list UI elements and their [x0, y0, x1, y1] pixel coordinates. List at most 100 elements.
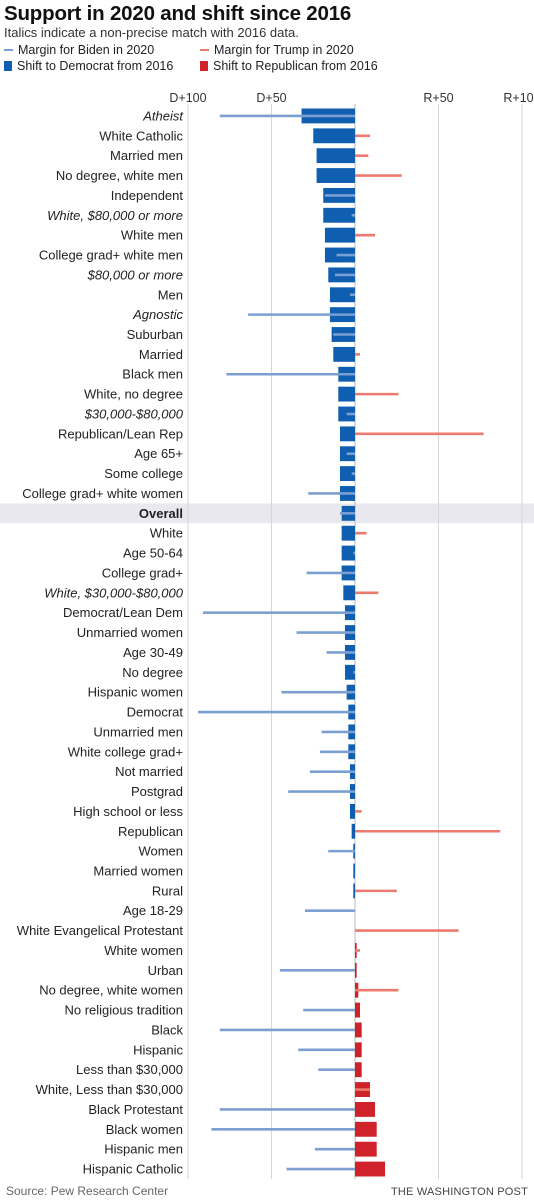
- legend-shift-rep: Shift to Republican from 2016: [200, 59, 378, 73]
- category-label: Hispanic men: [104, 1142, 183, 1157]
- shift-bar: [338, 386, 355, 402]
- category-label: Black women: [106, 1122, 183, 1137]
- category-label: Urban: [148, 963, 183, 978]
- category-label: Black: [151, 1022, 183, 1037]
- shift-bar: [339, 426, 355, 442]
- shift-bar: [355, 1022, 362, 1038]
- category-label: No religious tradition: [64, 1003, 183, 1018]
- shift-bar: [324, 227, 355, 243]
- category-label: Age 18-29: [123, 903, 183, 918]
- category-label: College grad+ white men: [39, 248, 183, 263]
- legend-trump-margin: Margin for Trump in 2020: [200, 43, 354, 57]
- tick-label: R+50: [423, 91, 453, 105]
- category-label: Hispanic women: [88, 685, 183, 700]
- category-label: Overall: [139, 506, 183, 521]
- category-label: $80,000 or more: [87, 267, 183, 282]
- category-label: White, Less than $30,000: [36, 1082, 183, 1097]
- category-label: White college grad+: [68, 744, 183, 759]
- shift-bar: [355, 1042, 362, 1058]
- shift-bar: [355, 1161, 386, 1177]
- category-label: No degree: [122, 665, 183, 680]
- shift-bar: [355, 1002, 361, 1018]
- shift-bar: [341, 545, 355, 561]
- category-label: Age 65+: [134, 446, 183, 461]
- shift-bar: [355, 1062, 362, 1078]
- category-label: Suburban: [127, 327, 183, 342]
- legend-trump-margin-label: Margin for Trump in 2020: [214, 43, 354, 57]
- shift-bar: [329, 287, 355, 303]
- category-label: Independent: [111, 188, 184, 203]
- shift-bar: [339, 466, 355, 482]
- category-label: White: [150, 526, 183, 541]
- shift-bar: [323, 207, 355, 223]
- chart-title: Support in 2020 and shift since 2016: [4, 2, 352, 25]
- category-label: Unmarried women: [77, 625, 183, 640]
- category-label: White men: [121, 228, 183, 243]
- legend-biden-margin: Margin for Biden in 2020: [4, 43, 154, 57]
- category-label: College grad+: [102, 565, 183, 580]
- source-note: Source: Pew Research Center: [6, 1184, 169, 1198]
- category-label: White women: [104, 943, 183, 958]
- category-label: Age 30-49: [123, 645, 183, 660]
- category-label: Agnostic: [132, 307, 183, 322]
- category-label: Black men: [122, 367, 183, 382]
- category-label: $30,000-$80,000: [84, 406, 184, 421]
- category-label: Women: [138, 844, 183, 859]
- category-label: Age 50-64: [123, 546, 183, 561]
- legend-shift-rep-label: Shift to Republican from 2016: [213, 59, 378, 73]
- category-label: Men: [158, 287, 183, 302]
- highlight-band: [0, 503, 534, 524]
- shift-bar: [355, 1121, 377, 1137]
- shift-bar: [316, 168, 355, 183]
- legend-biden-line-swatch: [4, 49, 13, 51]
- legend-shift-dem-label: Shift to Democrat from 2016: [17, 59, 174, 73]
- shift-bar: [351, 823, 355, 839]
- shift-bar: [355, 962, 357, 978]
- publisher-credit: THE WASHINGTON POST: [390, 1186, 528, 1198]
- shift-bar: [353, 863, 355, 879]
- category-label: Rural: [152, 883, 183, 898]
- category-label: No degree, white women: [39, 983, 183, 998]
- category-label: White, $30,000-$80,000: [44, 585, 184, 600]
- category-label: Hispanic Catholic: [83, 1162, 184, 1177]
- category-label: No degree, white men: [56, 168, 183, 183]
- category-label: White Catholic: [99, 128, 183, 143]
- shift-bar: [316, 148, 355, 164]
- tick-label: R+100: [503, 91, 534, 105]
- category-label: College grad+ white women: [22, 486, 183, 501]
- category-label: Atheist: [142, 108, 184, 123]
- category-label: Postgrad: [131, 784, 183, 799]
- category-label: White, $80,000 or more: [47, 208, 183, 223]
- category-label: Married: [139, 347, 183, 362]
- category-label: Married men: [110, 148, 183, 163]
- category-label: Democrat: [127, 705, 184, 720]
- category-label: Married women: [93, 863, 183, 878]
- category-label: Hispanic: [133, 1042, 183, 1057]
- category-label: High school or less: [73, 804, 183, 819]
- category-label: White, no degree: [84, 387, 183, 402]
- legend-shift-rep-swatch: [200, 61, 208, 71]
- tick-label: D+100: [169, 91, 206, 105]
- shift-bar: [313, 128, 355, 144]
- category-label: Unmarried men: [93, 724, 183, 739]
- category-label: Less than $30,000: [76, 1062, 183, 1077]
- shift-bar: [355, 1141, 377, 1157]
- category-label: Republican: [118, 824, 183, 839]
- shift-bar: [355, 1102, 376, 1117]
- category-label: Republican/Lean Rep: [58, 426, 183, 441]
- tick-label: D+50: [256, 91, 286, 105]
- shift-bar: [353, 883, 355, 899]
- category-label: Some college: [104, 466, 183, 481]
- shift-bar: [344, 664, 355, 680]
- shift-bar: [341, 525, 355, 541]
- legend-trump-line-swatch: [200, 49, 209, 51]
- category-label: White Evangelical Protestant: [17, 923, 184, 938]
- chart-subtitle: Italics indicate a non-precise match wit…: [4, 25, 299, 40]
- shift-bar: [333, 346, 355, 362]
- shift-bar: [343, 585, 355, 601]
- category-label: Black Protestant: [88, 1102, 183, 1117]
- category-label: Not married: [115, 764, 183, 779]
- legend-biden-margin-label: Margin for Biden in 2020: [18, 43, 155, 57]
- shift-bar: [349, 803, 355, 819]
